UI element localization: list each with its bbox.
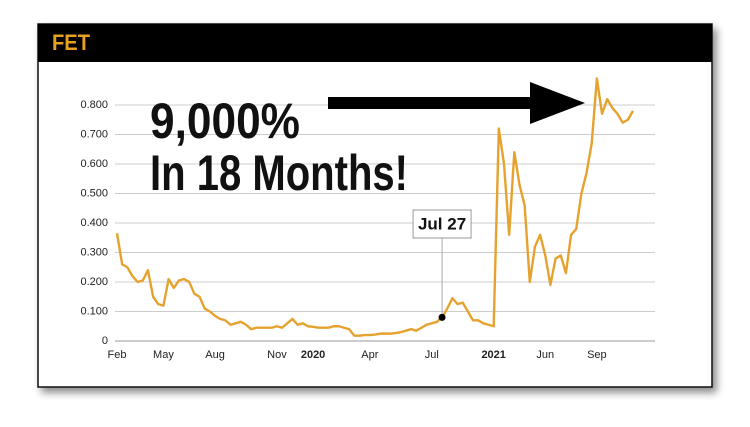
- y-tick-label: 0.800: [80, 99, 108, 111]
- callout-box: [412, 209, 472, 239]
- chart-title: FET: [52, 30, 91, 55]
- x-tick-label: Jun: [536, 349, 554, 361]
- y-tick-label: 0.200: [80, 276, 108, 288]
- x-tick-label: Apr: [361, 349, 378, 361]
- header-bar: [38, 24, 712, 62]
- y-tick-label: 0.500: [80, 187, 108, 199]
- y-tick-label: 0.400: [80, 217, 108, 229]
- headline: 9,000%: [150, 93, 300, 149]
- x-tick-label: 2020: [301, 349, 325, 361]
- x-tick-label: Jul: [425, 349, 439, 361]
- x-tick-label: Aug: [205, 349, 225, 361]
- x-tick-label: 2021: [481, 349, 505, 361]
- x-tick-label: Sep: [587, 349, 607, 361]
- x-tick-label: Feb: [108, 349, 127, 361]
- x-tick-label: Nov: [267, 349, 287, 361]
- arrow: [328, 82, 585, 124]
- highlight-point: [438, 313, 446, 321]
- x-tick-label: May: [153, 349, 174, 361]
- arrow-head: [530, 82, 585, 124]
- y-tick-label: 0.700: [80, 128, 108, 140]
- y-tick-label: 0.600: [80, 158, 108, 170]
- callout-label: Jul 27: [418, 214, 466, 233]
- y-tick-label: 0.300: [80, 246, 108, 258]
- y-tick-label: 0: [102, 335, 108, 347]
- headline: In 18 Months!: [150, 145, 408, 201]
- price-line: [115, 77, 635, 337]
- arrow-shaft: [328, 97, 538, 109]
- card: [37, 23, 713, 388]
- y-tick-label: 0.100: [80, 305, 108, 317]
